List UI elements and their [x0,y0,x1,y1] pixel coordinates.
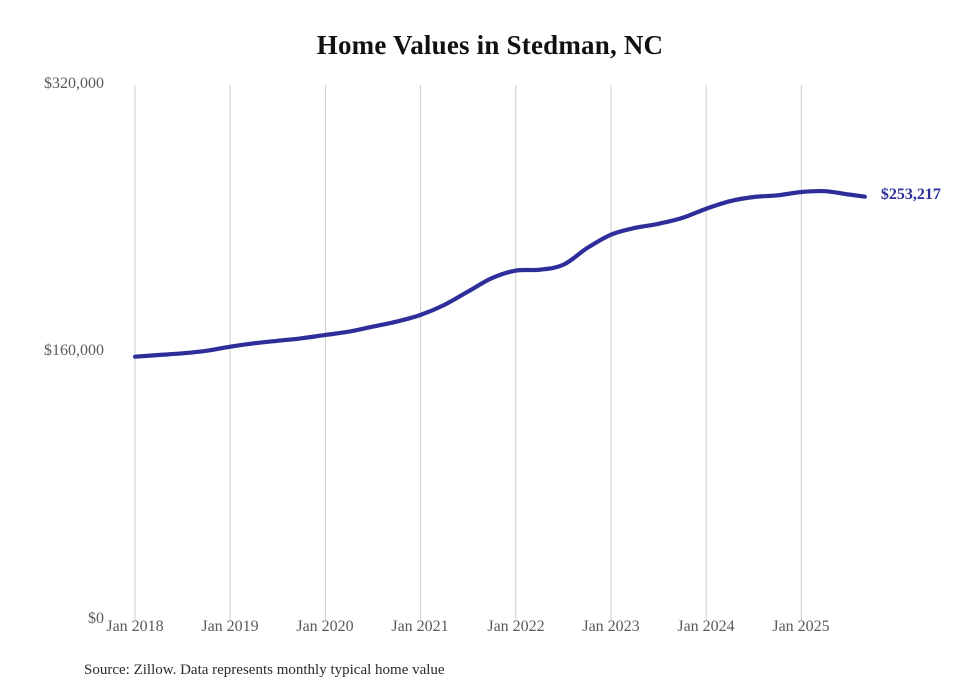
y-tick-label: $320,000 [44,75,104,92]
x-tick-jan-2022: Jan 2022 [487,618,545,635]
x-tick-jan-2019: Jan 2019 [201,618,259,635]
gridlines-group [134,85,802,620]
source-footnote: Source: Zillow. Data represents monthly … [84,662,445,678]
x-tick-jan-2023: Jan 2023 [582,618,640,635]
series-line [132,188,867,359]
x-tick-jan-2025: Jan 2025 [772,618,830,635]
x-tick-jan-2021: Jan 2021 [391,618,449,635]
end-value-annotation: $253,217 [880,185,941,203]
y-tick-label: $0 [88,610,104,627]
y-tick-label: $160,000 [44,342,104,359]
y-tick-320000: $320,000 [0,75,104,95]
data-series-group [132,188,867,359]
x-tick-jan-2024: Jan 2024 [677,618,735,635]
chart-title: Home Values in Stedman, NC [316,30,664,60]
x-tick-jan-2018: Jan 2018 [106,618,164,635]
x-tick-jan-2020: Jan 2020 [296,618,354,635]
y-tick-160000: $160,000 [0,342,104,362]
y-tick-0: $0 [0,610,104,630]
